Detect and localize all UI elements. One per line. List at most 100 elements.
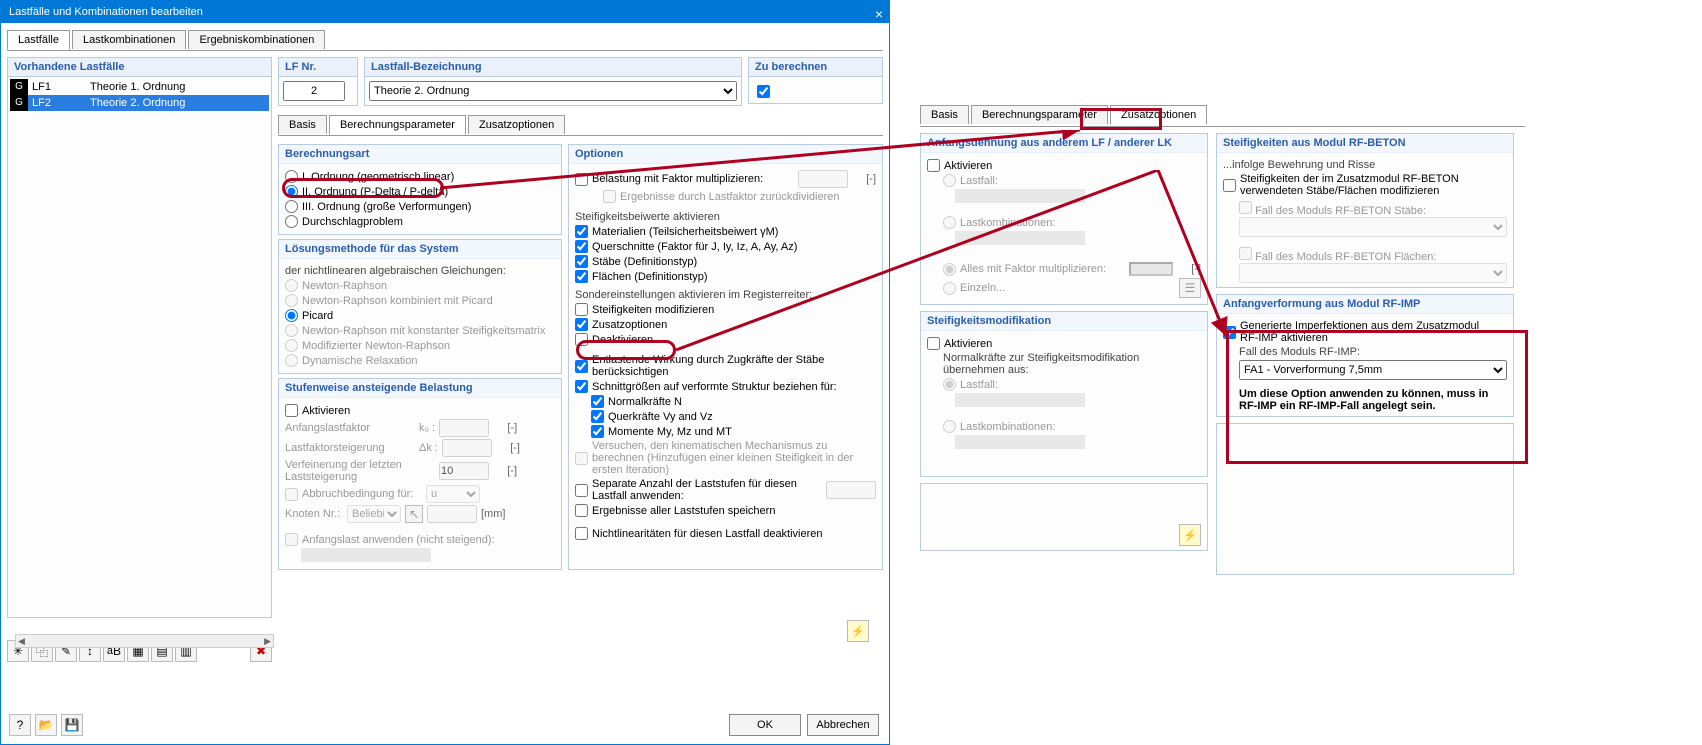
radio-nrp [285, 294, 298, 307]
radio-picard[interactable] [285, 309, 298, 322]
help-icon[interactable]: ? [9, 714, 31, 736]
checkbox-querschnitte[interactable] [575, 240, 588, 253]
rfbeton-staebe-select [1239, 217, 1507, 237]
radio-label: Einzeln... [960, 282, 1005, 294]
lfbez-select[interactable]: Theorie 2. Ordnung [369, 81, 737, 101]
checkbox-stm-aktivieren[interactable] [927, 337, 940, 350]
sublabel: Normalkräfte zur Steifigkeitsmodifikatio… [943, 352, 1201, 376]
knoten-val [427, 505, 477, 523]
loadcase-desc: Theorie 1. Ordnung [86, 79, 269, 95]
unit: [-] [496, 442, 520, 454]
subtab-berechnungsparameter[interactable]: Berechnungsparameter [329, 115, 466, 135]
scroll-left-icon[interactable]: ◀ [18, 636, 25, 647]
checkbox-nichtlinear[interactable] [575, 527, 588, 540]
radio-nrk [285, 324, 298, 337]
refine-input [439, 462, 489, 480]
radio-anf-lk [943, 216, 956, 229]
checkbox-aktivieren[interactable] [285, 404, 298, 417]
panel-header: Optionen [569, 145, 882, 164]
checkbox-anfangslast [285, 533, 298, 546]
checkbox-staebe[interactable] [575, 255, 588, 268]
panel-header: Lösungsmethode für das System [279, 240, 561, 259]
checkbox-label: Schnittgrößen auf verformte Struktur bez… [592, 381, 837, 393]
folder-icon[interactable]: 📂 [35, 714, 57, 736]
checkbox-rfimp[interactable] [1223, 326, 1236, 339]
field-label: Anfangslastfaktor [285, 422, 415, 434]
checkbox-label: Nichtlinearitäten für diesen Lastfall de… [592, 528, 823, 540]
rfimp-select[interactable]: FA1 - Vorverformung 7,5mm [1239, 360, 1507, 380]
zuber-checkbox[interactable] [757, 85, 770, 98]
panel-header: Anfangsdehnung aus anderem LF / anderer … [921, 134, 1207, 153]
tab-lastkombinationen[interactable]: Lastkombinationen [72, 30, 186, 49]
unit: [-] [493, 422, 517, 434]
lightning-icon[interactable]: ⚡ [847, 620, 869, 642]
checkbox-v[interactable] [591, 410, 604, 423]
radio-anf-lastfall [943, 174, 956, 187]
checkbox-kinematik [575, 452, 588, 465]
checkbox-label: Querkräfte Vy and Vz [608, 411, 713, 423]
radio-label: Lastfall: [960, 379, 998, 391]
panel-header: Stufenweise ansteigende Belastung [279, 379, 561, 398]
lfnr-input[interactable] [283, 81, 345, 101]
disabled-bar [301, 548, 431, 562]
checkbox-rfbeton[interactable] [1223, 179, 1236, 192]
rtab-basis[interactable]: Basis [920, 105, 969, 124]
checkbox-materialien[interactable] [575, 225, 588, 238]
checkbox-label: Aktivieren [944, 160, 992, 172]
loadcase-category: G [10, 95, 28, 111]
radio-label: II. Ordnung (P-Delta / P-delta) [302, 186, 448, 198]
checkbox-entlastend[interactable] [575, 360, 588, 373]
checkbox-label: Flächen (Definitionstyp) [592, 271, 708, 283]
tab-ergebniskombinationen[interactable]: Ergebniskombinationen [188, 30, 325, 49]
ok-button[interactable]: OK [729, 714, 801, 736]
checkbox-separate[interactable] [575, 484, 588, 497]
radio-ordnung3[interactable] [285, 200, 298, 213]
abbruch-select: u [426, 485, 480, 503]
cancel-button[interactable]: Abbrechen [807, 714, 879, 736]
disabled-bar [955, 393, 1085, 407]
checkbox-deaktivieren[interactable] [575, 333, 588, 346]
radio-mnr [285, 339, 298, 352]
separate-input [826, 481, 876, 499]
panel-empty: ⚡ [920, 483, 1208, 551]
radio-ordnung1[interactable] [285, 170, 298, 183]
tab-lastfaelle[interactable]: Lastfälle [7, 30, 70, 50]
rtab-zusatzoptionen[interactable]: Zusatzoptionen [1110, 105, 1207, 125]
panel-header: Anfangverformung aus Modul RF-IMP [1217, 295, 1513, 314]
rtab-berechnungsparameter[interactable]: Berechnungsparameter [971, 105, 1108, 124]
checkbox-faktor[interactable] [575, 173, 588, 186]
checkbox-zusatzoptionen[interactable] [575, 318, 588, 331]
radio-label: Dynamische Relaxation [302, 355, 418, 367]
knoten-select: Beliebig [347, 505, 401, 523]
h-scrollbar[interactable]: ◀ ▶ [15, 634, 274, 648]
radio-durchschlag[interactable] [285, 215, 298, 228]
checkbox-schnittgroessen[interactable] [575, 380, 588, 393]
lfnr-header: LF Nr. [278, 57, 358, 76]
subtab-zusatzoptionen[interactable]: Zusatzoptionen [468, 115, 565, 134]
unit-label: Δk : [419, 442, 438, 454]
subtab-basis[interactable]: Basis [278, 115, 327, 134]
checkbox-label: Momente My, Mz und MT [608, 426, 732, 438]
radio-anf-faktor [943, 263, 956, 276]
unit: [-] [493, 465, 517, 477]
lightning-icon[interactable]: ⚡ [1179, 524, 1201, 546]
checkbox-flaechen[interactable] [575, 270, 588, 283]
panel-anfangsdehnung: Anfangsdehnung aus anderem LF / anderer … [920, 133, 1208, 305]
checkbox-label: Aktivieren [302, 405, 350, 417]
checkbox-speichern[interactable] [575, 504, 588, 517]
checkbox-steifigkeiten-mod[interactable] [575, 303, 588, 316]
list-item[interactable]: G LF2 Theorie 2. Ordnung [10, 95, 269, 111]
checkbox-anf-aktivieren[interactable] [927, 159, 940, 172]
pick-icon: ↖ [405, 505, 423, 523]
scroll-right-icon[interactable]: ▶ [264, 636, 271, 647]
dk-input [442, 439, 492, 457]
checkbox-n[interactable] [591, 395, 604, 408]
list-item[interactable]: G LF1 Theorie 1. Ordnung [10, 79, 269, 95]
radio-ordnung2[interactable] [285, 185, 298, 198]
checkbox-label: Separate Anzahl der Laststufen für diese… [592, 478, 802, 502]
save-icon[interactable]: 💾 [61, 714, 83, 736]
panel-steifigkeitsmodifikation: Steifigkeitsmodifikation Aktivieren Norm… [920, 311, 1208, 477]
checkbox-label: Deaktivieren [592, 334, 653, 346]
close-icon[interactable]: × [875, 3, 883, 25]
checkbox-m[interactable] [591, 425, 604, 438]
